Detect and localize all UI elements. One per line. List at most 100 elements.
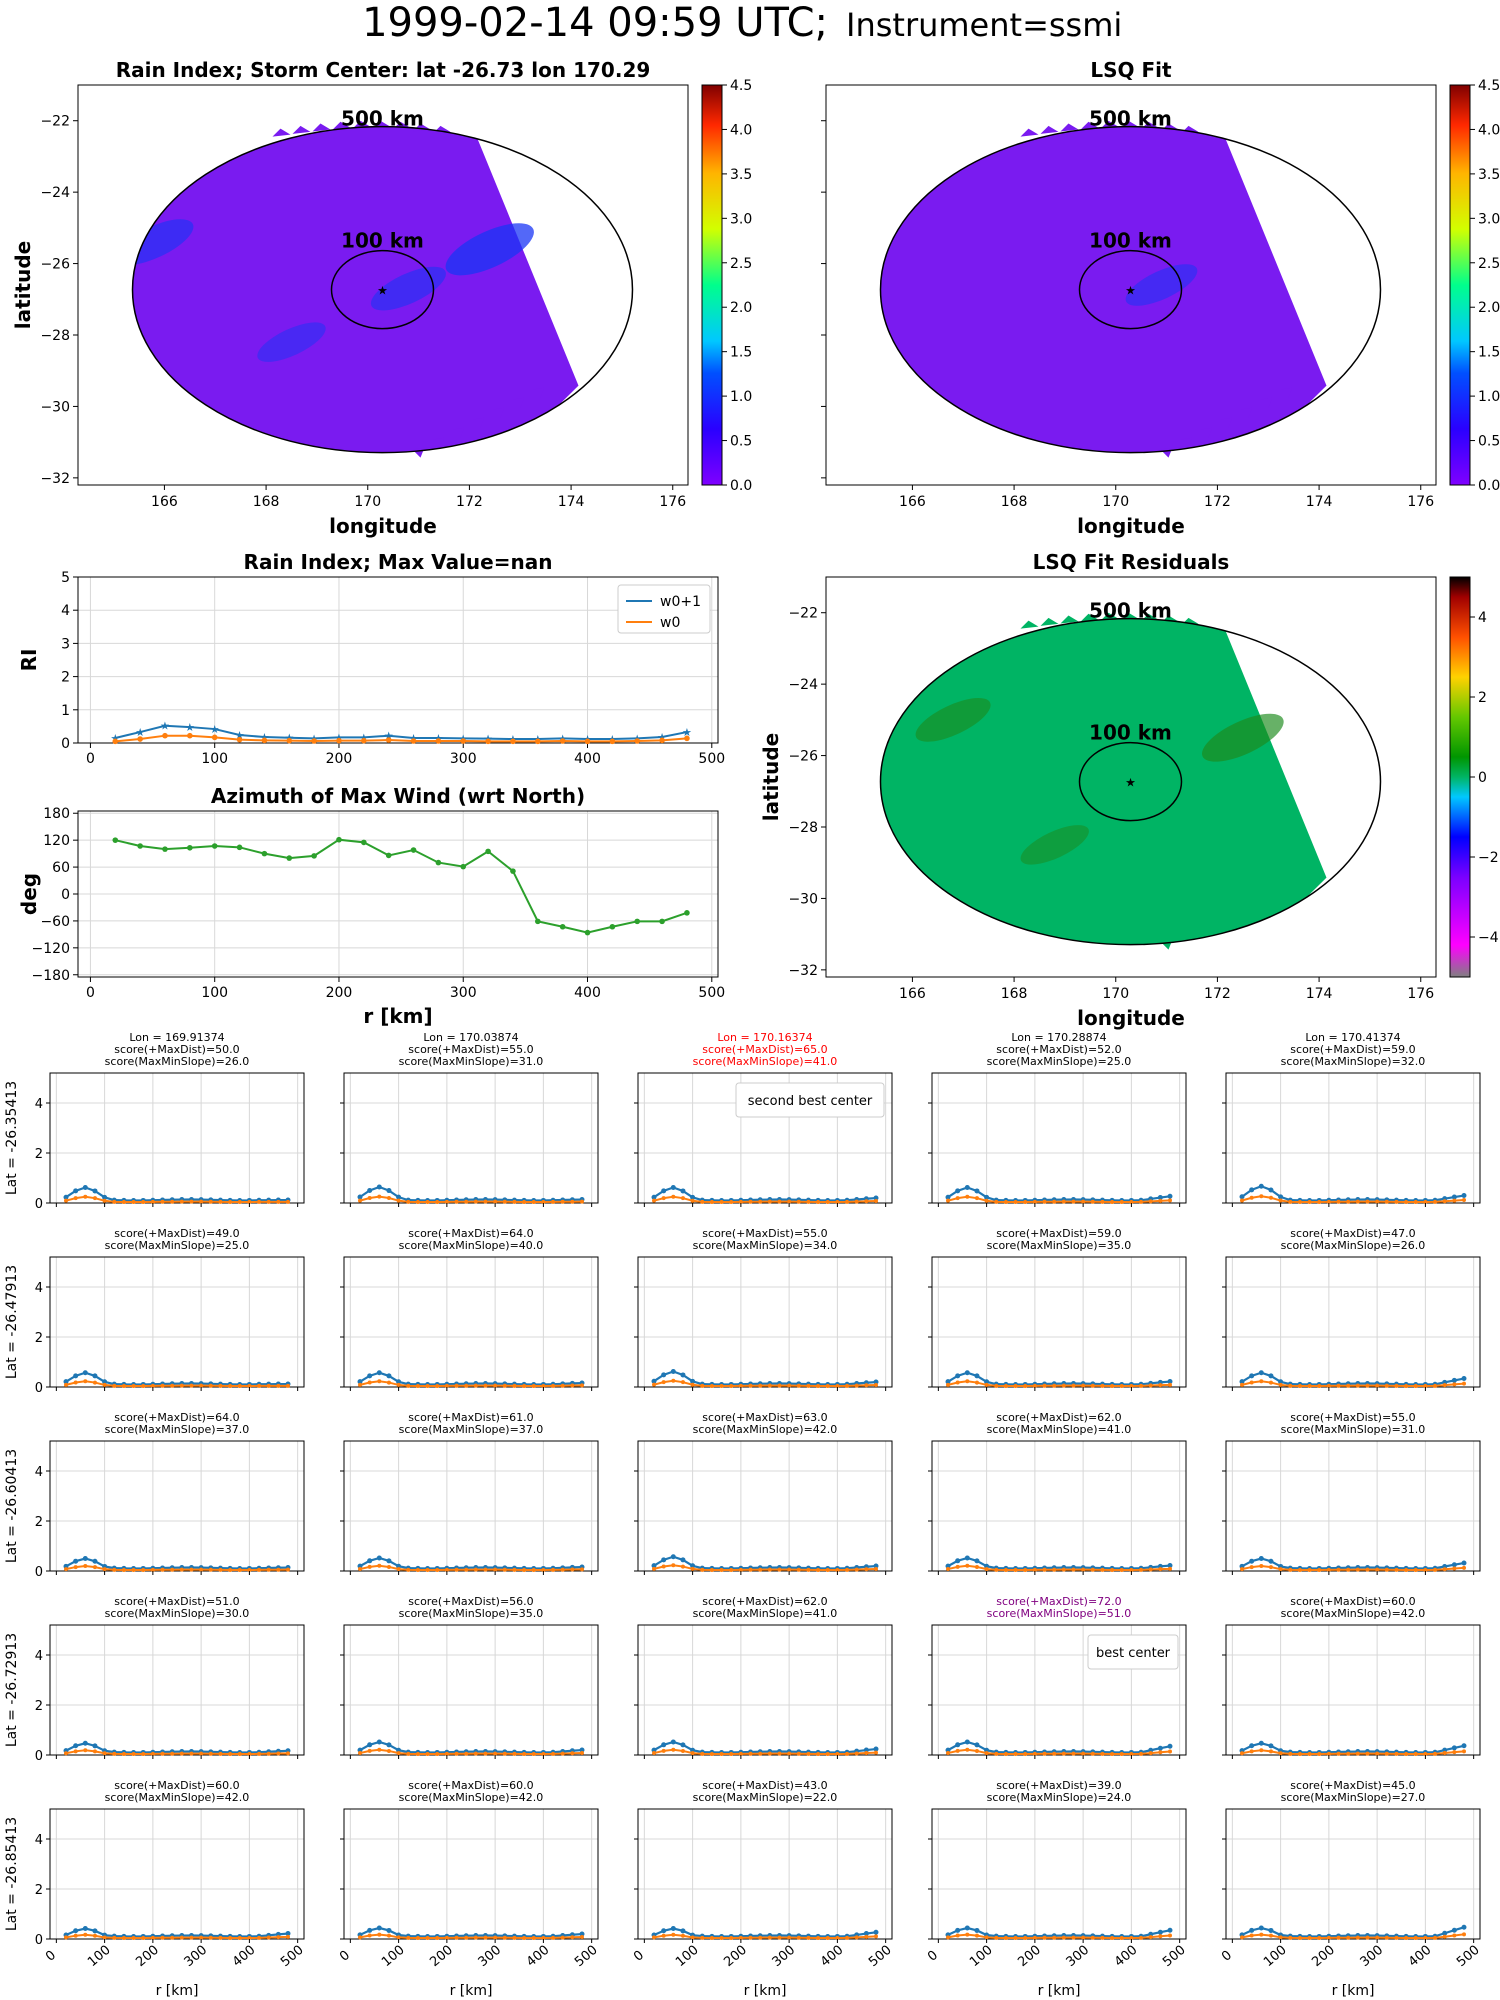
cell-point: [767, 1567, 772, 1572]
cell-point: [208, 1751, 213, 1756]
cell-point: [680, 1748, 685, 1753]
cell-point: [955, 1196, 960, 1201]
cell-point: [396, 1198, 401, 1203]
series-point: ★: [160, 720, 170, 733]
cell-point: [806, 1751, 811, 1756]
field-patch: [1202, 713, 1284, 762]
cell-point: [228, 1383, 233, 1388]
cell-point: [396, 1751, 401, 1756]
cell-point: [92, 1565, 97, 1570]
cell-point: [1090, 1751, 1095, 1756]
cell-point: [512, 1383, 517, 1388]
cell-point: [825, 1935, 830, 1940]
series-point: [361, 737, 367, 744]
cell-point: [1110, 1935, 1115, 1940]
cell-point: [680, 1196, 685, 1201]
series-point: ★: [110, 732, 120, 745]
cell-point: [102, 1198, 107, 1203]
cell-xlabel: r [km]: [744, 1983, 787, 1999]
cell-point: [1423, 1383, 1428, 1388]
y-tick-label: 4: [35, 1465, 43, 1480]
colorbar-tick-label: 3.5: [1478, 167, 1500, 183]
x-tick-label: 200: [427, 1943, 456, 1970]
cell-point: [1375, 1751, 1380, 1756]
cell-point: [1288, 1567, 1293, 1572]
colorbar-tick-label: 0.5: [1478, 434, 1500, 450]
cell-point: [170, 1383, 175, 1388]
colorbar-tick-label: 2.0: [1478, 300, 1500, 316]
colorbar-tick-label: 0.5: [730, 434, 752, 450]
cell-header-line: score(MaxMinSlope)=41.0: [693, 1607, 838, 1620]
cell-point: [1158, 1750, 1163, 1755]
cell-point: [208, 1383, 213, 1388]
cell-point: [1268, 1933, 1273, 1938]
series-point: [361, 839, 367, 846]
cell-point: [464, 1567, 469, 1572]
ring-label-500km: 500 km: [1089, 599, 1172, 623]
cell-point: [964, 1555, 970, 1561]
series-point: ★: [135, 726, 145, 739]
cell-point: [661, 1564, 666, 1569]
y-tick-label: −22: [788, 606, 818, 622]
cell-point: [719, 1935, 724, 1940]
cell-point: [1240, 1751, 1245, 1756]
cell-point: [1404, 1199, 1409, 1204]
map-title: LSQ Fit: [1090, 58, 1172, 82]
cell-point: [671, 1747, 676, 1752]
cell-point: [680, 1380, 685, 1385]
cell-header-line: score(MaxMinSlope)=42.0: [1281, 1607, 1426, 1620]
score-cell: score(+MaxDist)=60.0score(MaxMinSlope)=4…: [1222, 1595, 1481, 1759]
cell-point: [1297, 1199, 1302, 1204]
series-point: [410, 738, 417, 744]
cell-point: [1336, 1935, 1341, 1940]
cell-point: [680, 1928, 686, 1934]
cell-point: [1268, 1927, 1274, 1933]
cell-point: [502, 1383, 507, 1388]
cell-point: [955, 1558, 961, 1564]
cell-point: [1307, 1935, 1312, 1940]
cell-point: [579, 1199, 584, 1204]
cell-point: [796, 1935, 801, 1940]
cell-point: [796, 1567, 801, 1572]
cell-point: [396, 1563, 402, 1569]
cell-point: [964, 1925, 970, 1931]
cell-point: [1032, 1567, 1037, 1572]
cell-point: [994, 1383, 999, 1388]
x-tick-label: 500: [698, 985, 725, 1001]
cell-point: [464, 1199, 469, 1204]
cell-point: [690, 1378, 696, 1384]
x-tick-label: 400: [574, 985, 601, 1001]
x-tick-label: 174: [1306, 986, 1333, 1002]
swath-edge-teeth: [272, 120, 451, 137]
cell-point: [652, 1751, 657, 1756]
cell-point: [719, 1567, 724, 1572]
cell-point: [551, 1751, 556, 1756]
series-point: [460, 738, 467, 744]
cell-point: [541, 1935, 546, 1940]
cell-point: [579, 1751, 584, 1756]
cell-point: [415, 1383, 420, 1388]
cell-header-line: score(+MaxDist)=45.0: [1290, 1779, 1415, 1792]
cell-point: [150, 1935, 155, 1940]
series-point: [137, 736, 143, 742]
cell-point: [522, 1383, 527, 1388]
cell-point: [121, 1751, 126, 1756]
cell-point: [974, 1558, 980, 1564]
cell-point: [1307, 1383, 1312, 1388]
cell-point: [1013, 1751, 1018, 1756]
cell-point: [1081, 1751, 1086, 1756]
series-point: ★: [359, 731, 369, 744]
score-cell: score(+MaxDist)=39.0score(MaxMinSlope)=2…: [925, 1779, 1189, 1999]
cell-point: [1288, 1751, 1293, 1756]
cell-point: [367, 1558, 373, 1564]
x-tick-label: 0: [631, 1948, 647, 1965]
cell-point: [425, 1751, 430, 1756]
cell-point: [806, 1383, 811, 1388]
cell-point: [73, 1558, 79, 1564]
cell-point: [367, 1927, 373, 1933]
cell-series-w0p1: [359, 1926, 583, 1938]
cell-point: [189, 1199, 194, 1204]
x-tick-label: 0: [86, 985, 95, 1001]
cell-xlabel: r [km]: [156, 1983, 199, 1999]
cell-point: [92, 1196, 97, 1201]
